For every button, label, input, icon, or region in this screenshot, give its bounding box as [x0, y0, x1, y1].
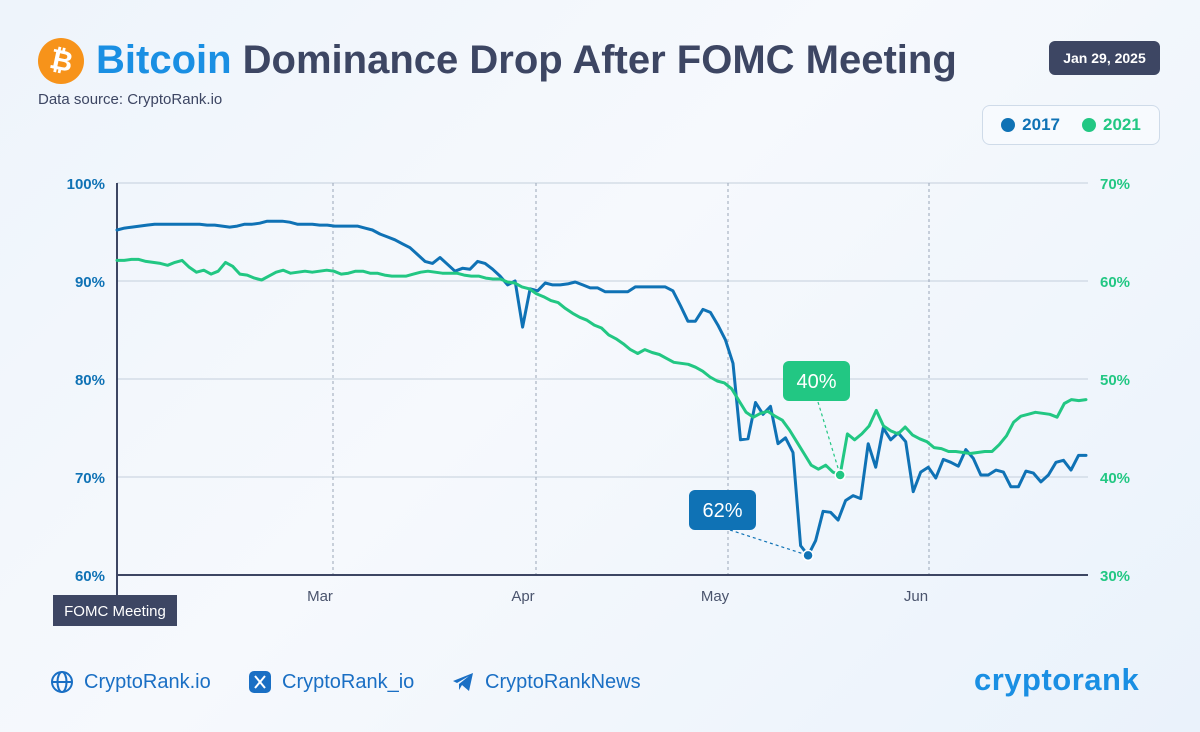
y-left-tick-label: 90%: [75, 274, 105, 291]
y-right-tick-label: 40%: [1100, 470, 1130, 487]
legend-item-2017: 2017: [1001, 115, 1060, 135]
annotation-point-2021: [834, 469, 846, 481]
legend-dot-2021: [1082, 118, 1096, 132]
fomc-label-box: [53, 595, 177, 626]
annotation-box-2021: [783, 361, 850, 401]
y-left-tick-label: 70%: [75, 470, 105, 487]
annotation-leader-2021: [817, 401, 841, 476]
series-line-2017: [115, 219, 1088, 557]
telegram-icon: [453, 673, 473, 691]
fomc-label: FOMC Meeting: [64, 603, 166, 620]
footer-x-link[interactable]: CryptoRank_io: [248, 669, 414, 695]
chart-legend: 2017 2021: [982, 105, 1160, 145]
annotation-label-2021: 40%: [796, 371, 836, 393]
y-right-tick-label: 60%: [1100, 274, 1130, 291]
y-left-tick-label: 60%: [75, 568, 105, 585]
page-title: Bitcoin Dominance Drop After FOMC Meetin…: [96, 36, 957, 84]
series-line-2021: [115, 257, 1088, 477]
y-right-tick-label: 70%: [1100, 176, 1130, 193]
annotation-label-2017: 62%: [702, 500, 742, 522]
y-right-tick-label: 50%: [1100, 372, 1130, 389]
footer-telegram-link[interactable]: CryptoRankNews: [451, 669, 641, 695]
footer-telegram-label: CryptoRankNews: [485, 670, 641, 693]
y-left-tick-label: 100%: [67, 176, 105, 193]
annotation-box-2017: [689, 490, 756, 530]
legend-label-2017: 2017: [1022, 115, 1060, 134]
footer-website-label: CryptoRank.io: [84, 670, 211, 693]
cryptorank-logo: cryptorank: [974, 662, 1140, 697]
date-badge: Jan 29, 2025: [1049, 41, 1160, 75]
y-right-tick-label: 30%: [1100, 568, 1130, 585]
bitcoin-logo-icon: ₿: [38, 38, 84, 84]
x-tick-label: Apr: [511, 588, 534, 605]
data-source-label: Data source: CryptoRank.io: [38, 91, 223, 108]
y-left-tick-label: 80%: [75, 372, 105, 389]
legend-item-2021: 2021: [1082, 115, 1141, 135]
footer-website[interactable]: CryptoRank.io: [50, 669, 211, 695]
annotation-point-2017: [802, 549, 814, 562]
x-tick-label: Jun: [904, 588, 928, 605]
x-logo-icon: [249, 671, 271, 693]
x-tick-label: Mar: [307, 588, 333, 605]
legend-dot-2017: [1001, 118, 1016, 132]
title-rest: Dominance Drop After FOMC Meeting: [231, 38, 957, 82]
title-accent: Bitcoin: [96, 38, 232, 82]
legend-label-2021: 2021: [1103, 115, 1141, 134]
footer-x-label: CryptoRank_io: [282, 670, 415, 693]
globe-icon: [51, 671, 73, 693]
x-tick-label: May: [701, 588, 730, 605]
annotation-leader-2017: [729, 529, 809, 556]
